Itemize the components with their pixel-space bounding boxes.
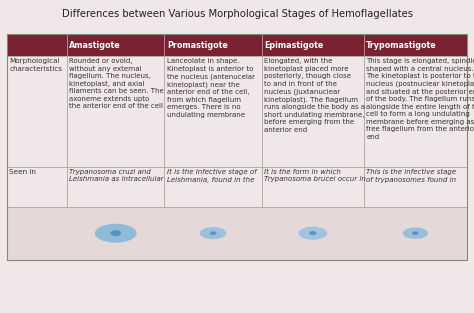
Bar bbox=[67, 167, 164, 207]
Text: This stage is elongated, spindle-
shaped with a central nucleus.
The kinetoplast: This stage is elongated, spindle- shaped… bbox=[366, 58, 474, 140]
Bar bbox=[7, 34, 467, 260]
Bar bbox=[262, 167, 364, 207]
Bar bbox=[164, 167, 262, 207]
Text: Amastigote: Amastigote bbox=[69, 41, 121, 50]
Text: It is the infective stage of
Leishmania, found in the: It is the infective stage of Leishmania,… bbox=[167, 169, 256, 183]
Text: Elongated, with the
kinetoplast placed more
posteriorly, though close
to and in : Elongated, with the kinetoplast placed m… bbox=[264, 58, 365, 133]
Text: This is the infective stage
of trypanosomes found in: This is the infective stage of trypanoso… bbox=[366, 169, 456, 183]
Bar bbox=[262, 56, 364, 167]
Text: It is the form in which
Trypanosoma brucei occur in: It is the form in which Trypanosoma bruc… bbox=[264, 169, 366, 182]
Ellipse shape bbox=[95, 224, 137, 243]
Bar bbox=[7, 167, 67, 207]
Text: Promastigote: Promastigote bbox=[167, 41, 228, 50]
Text: Morphological
characteristics: Morphological characteristics bbox=[9, 58, 63, 72]
Bar bbox=[364, 167, 467, 207]
Bar bbox=[364, 56, 467, 167]
Bar bbox=[164, 56, 262, 167]
Text: Seen in: Seen in bbox=[9, 169, 36, 175]
Bar bbox=[262, 34, 364, 56]
Text: Trypanosoma cruzi and
Leishmania as intracellular: Trypanosoma cruzi and Leishmania as intr… bbox=[69, 169, 164, 182]
Ellipse shape bbox=[299, 227, 327, 240]
Text: Epimastigote: Epimastigote bbox=[264, 41, 324, 50]
Text: Rounded or ovoid,
without any external
flagellum. The nucleus,
kinetoplast, and : Rounded or ovoid, without any external f… bbox=[69, 58, 164, 109]
Bar bbox=[164, 34, 262, 56]
Text: Differences between Various Morphological Stages of Hemoflagellates: Differences between Various Morphologica… bbox=[62, 9, 412, 19]
Ellipse shape bbox=[110, 230, 121, 236]
Bar bbox=[7, 56, 67, 167]
Bar bbox=[67, 56, 164, 167]
Ellipse shape bbox=[210, 231, 217, 235]
Text: Lanceolate in shape.
Kinetoplast is anterior to
the nucleus (antenucelar
kinelop: Lanceolate in shape. Kinetoplast is ante… bbox=[167, 58, 255, 118]
Ellipse shape bbox=[403, 228, 428, 239]
Bar bbox=[7, 34, 67, 56]
Bar bbox=[7, 207, 467, 260]
Bar bbox=[67, 34, 164, 56]
Text: Trypomastigote: Trypomastigote bbox=[366, 41, 437, 50]
Ellipse shape bbox=[309, 231, 317, 235]
Ellipse shape bbox=[200, 227, 227, 239]
Ellipse shape bbox=[412, 231, 419, 235]
Bar bbox=[364, 34, 467, 56]
